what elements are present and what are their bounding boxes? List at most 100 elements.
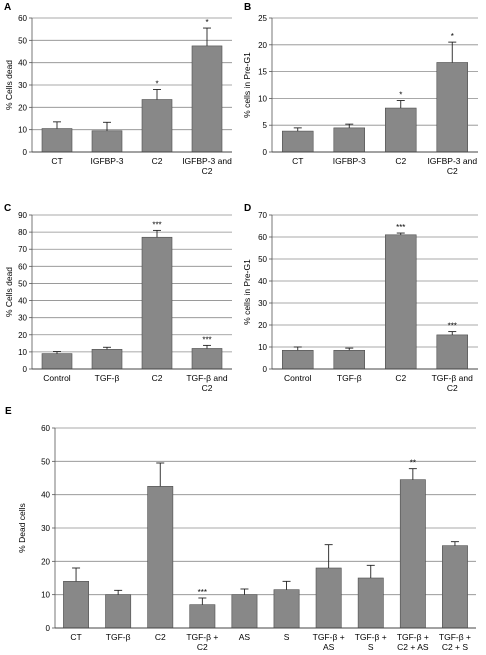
x-tick-label: C2 [152, 156, 163, 166]
y-tick-label: 60 [18, 262, 27, 271]
y-tick-label: 5 [263, 121, 268, 130]
x-tick-label: IGFBP-3 and [427, 156, 477, 166]
bar [231, 594, 258, 629]
x-tick-label: AS [239, 632, 251, 642]
panel-c: C 0 10 20 30 40 50 60 70 80 90 % Cells dead Control T… [4, 203, 232, 393]
y-tick-label: 0 [46, 624, 51, 633]
x-tick-label: Control [43, 373, 71, 383]
y-tick-label: 70 [18, 245, 27, 254]
x-tick-label: C2 [202, 166, 213, 176]
x-tick-label: IGFBP-3 [90, 156, 123, 166]
y-tick-label: 25 [258, 14, 267, 23]
x-tick-label: TGF-β + [439, 632, 471, 642]
y-tick-label: 0 [263, 365, 268, 374]
panel-d: D 0 10 20 30 40 50 60 70 % cells in Pre-G1 Control… [242, 203, 478, 393]
bar [105, 594, 132, 629]
y-axis-label: % Dead cells [17, 503, 27, 553]
bar [63, 581, 89, 629]
x-tick-label: TGF-β [95, 373, 120, 383]
bar [357, 577, 384, 629]
y-tick-label: 40 [258, 277, 267, 286]
y-tick-label: 30 [18, 314, 27, 323]
bar [189, 604, 216, 629]
y-tick-label: 20 [18, 331, 27, 340]
x-tick-label: TGF-β + [186, 632, 218, 642]
bar [384, 107, 417, 153]
bar [281, 130, 314, 153]
y-tick-label: 20 [258, 41, 267, 50]
bar [91, 349, 123, 370]
x-tick-label: TGF-β and [186, 373, 228, 383]
y-tick-label: 60 [18, 14, 27, 23]
y-tick-label: 50 [258, 255, 267, 264]
x-tick-label: C2 [197, 642, 208, 652]
bar [442, 545, 468, 629]
x-tick-label: CT [70, 632, 81, 642]
panel-b: B 0 5 10 15 20 25 % cells in Pre-G1 CT IGFBP-3 * C2… [242, 2, 478, 176]
y-tick-label: 10 [18, 126, 27, 135]
bar [41, 128, 73, 153]
x-tick-label: TGF-β and [432, 373, 474, 383]
bar [191, 348, 223, 370]
y-tick-label: 40 [18, 297, 27, 306]
x-tick-label: C2 [155, 632, 166, 642]
x-tick-label: TGF-β + [397, 632, 429, 642]
y-tick-label: 15 [258, 68, 267, 77]
y-tick-label: 0 [23, 148, 28, 157]
y-axis-label: % Cells dead [4, 267, 14, 317]
bar [436, 62, 468, 153]
significance-marker: *** [448, 322, 457, 331]
y-tick-label: 0 [23, 365, 28, 374]
y-tick-label: 60 [41, 424, 50, 433]
y-tick-label: 40 [41, 491, 50, 500]
significance-marker: *** [202, 335, 211, 344]
bar [281, 349, 314, 370]
bar [147, 486, 174, 629]
panel-letter: E [5, 406, 12, 417]
y-tick-label: 40 [18, 59, 27, 68]
y-tick-label: 80 [18, 228, 27, 237]
bar [436, 334, 468, 370]
x-tick-label: CT [51, 156, 62, 166]
y-tick-label: 30 [18, 81, 27, 90]
x-tick-label: C2 [202, 383, 213, 393]
x-tick-label: TGF-β [106, 632, 131, 642]
bar [141, 99, 173, 153]
bar [191, 45, 223, 153]
bar [333, 127, 365, 153]
y-tick-label: 10 [18, 348, 27, 357]
y-tick-label: 30 [41, 524, 50, 533]
x-tick-label: C2 + AS [397, 642, 429, 652]
y-tick-label: 10 [41, 591, 50, 600]
x-tick-label: C2 [395, 373, 406, 383]
bar [399, 479, 426, 629]
bar [333, 349, 365, 370]
panel-a: A 0 10 20 30 40 50 60 % Cells dead CT IGFBP-3 * C2 * I… [4, 2, 232, 176]
y-axis-label: % cells in Pre-G1 [242, 52, 252, 118]
panel-letter: A [4, 2, 11, 13]
y-tick-label: 70 [258, 211, 267, 220]
x-tick-label: S [284, 632, 290, 642]
significance-marker: ** [410, 459, 416, 468]
x-tick-label: C2 + S [442, 642, 469, 652]
x-tick-label: IGFBP-3 and [182, 156, 232, 166]
x-tick-label: IGFBP-3 [333, 156, 366, 166]
x-tick-label: CT [292, 156, 303, 166]
y-tick-label: 10 [258, 94, 267, 103]
significance-marker: *** [396, 223, 405, 232]
panel-letter: C [4, 203, 11, 214]
y-tick-label: 60 [258, 233, 267, 242]
x-tick-label: C2 [447, 383, 458, 393]
bar [91, 130, 123, 153]
y-tick-label: 50 [41, 457, 50, 466]
x-tick-label: AS [323, 642, 335, 652]
y-tick-label: 50 [18, 36, 27, 45]
x-tick-label: TGF-β + [313, 632, 345, 642]
y-axis-label: % Cells dead [4, 60, 14, 110]
panel-letter: B [244, 2, 251, 13]
panel-letter: D [244, 203, 251, 214]
bar [273, 589, 300, 629]
significance-marker: *** [198, 588, 207, 597]
y-tick-label: 30 [258, 299, 267, 308]
